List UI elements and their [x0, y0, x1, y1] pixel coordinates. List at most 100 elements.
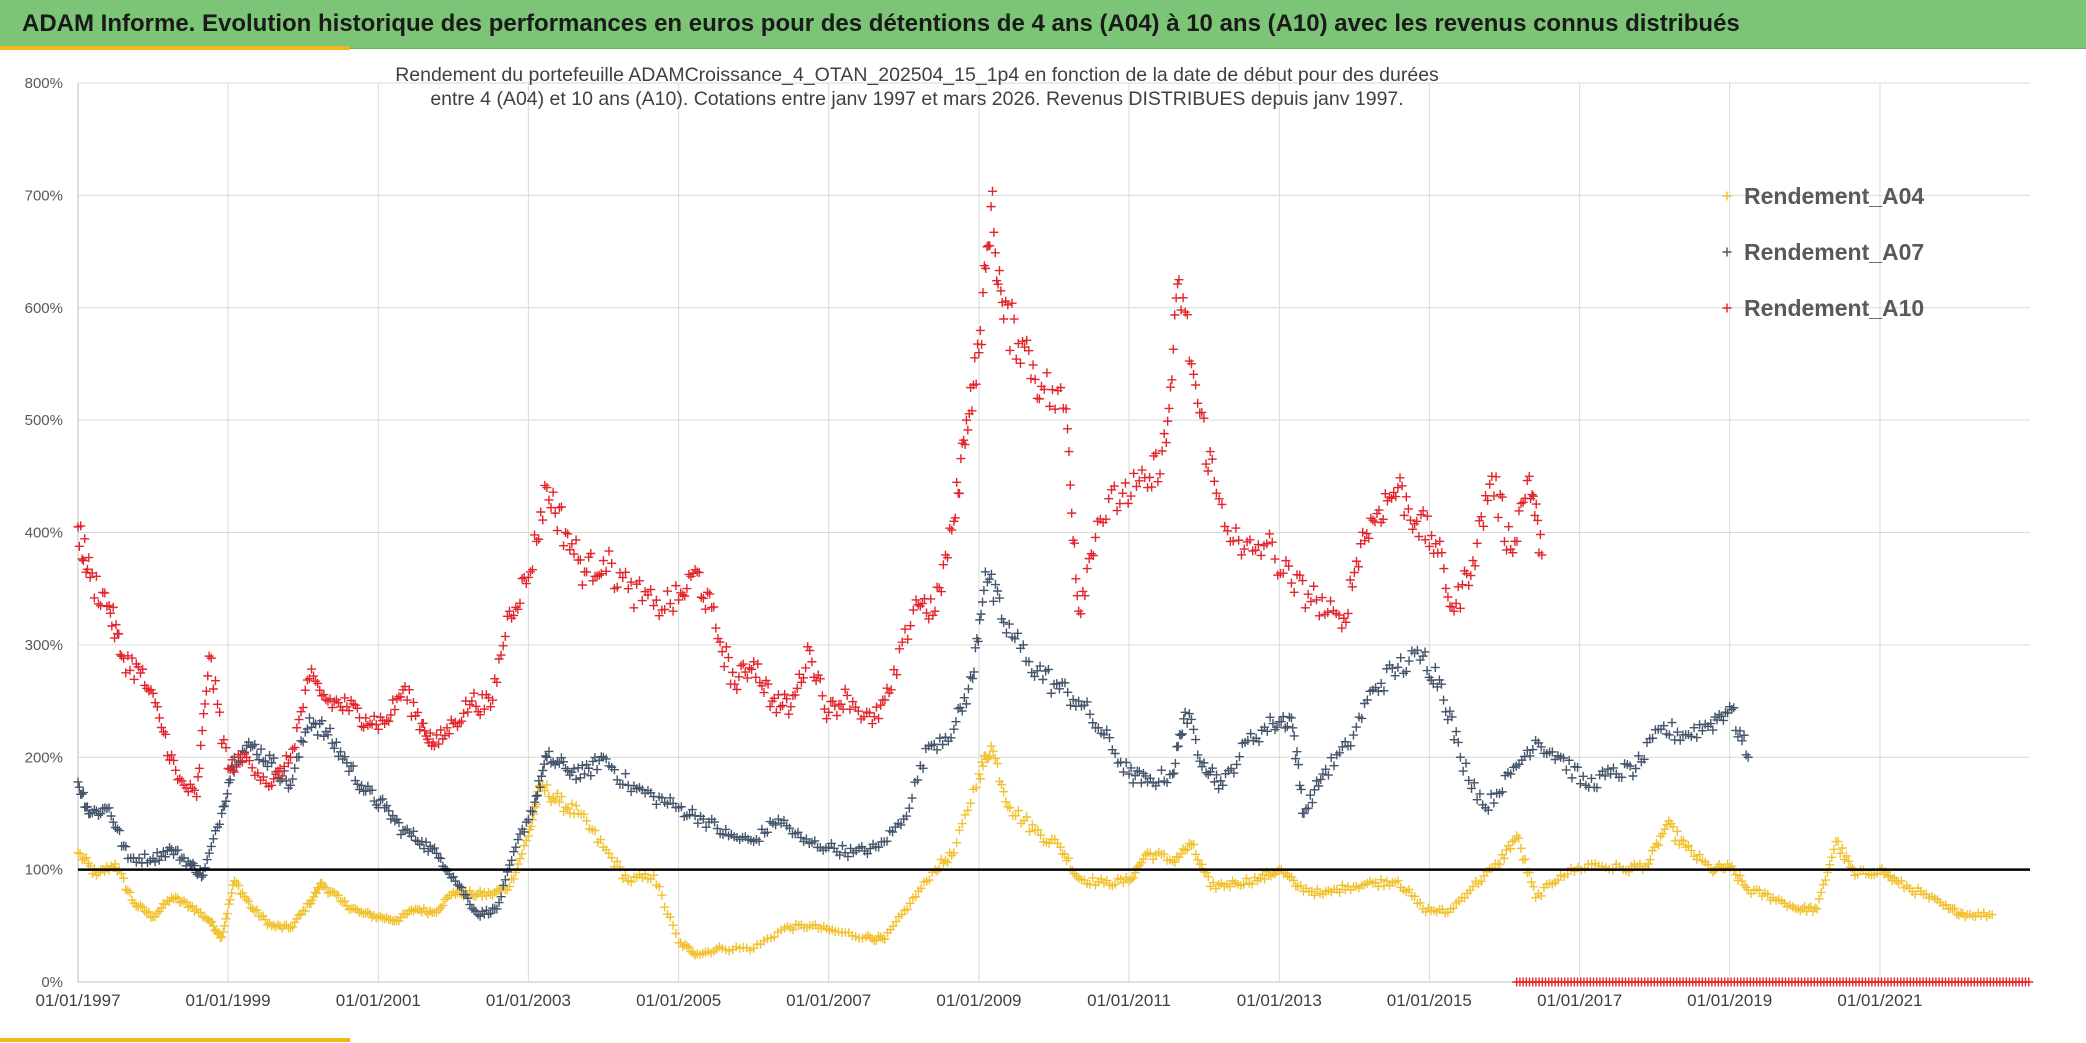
data-point: [1559, 753, 1569, 763]
data-point: [217, 738, 227, 748]
data-point: [882, 836, 892, 846]
data-point: [127, 653, 137, 663]
data-point: [1110, 879, 1120, 889]
data-point: [348, 761, 358, 771]
data-point: [938, 560, 948, 570]
data-point: [373, 724, 383, 734]
data-point: [668, 606, 678, 616]
data-point: [1288, 723, 1298, 733]
data-point: [492, 677, 502, 687]
data-point: [432, 907, 442, 917]
data-point: [73, 777, 83, 787]
data-point: [888, 921, 898, 931]
data-point: [954, 825, 964, 835]
data-point: [712, 824, 722, 834]
data-point: [119, 873, 129, 883]
data-point: [1170, 310, 1180, 320]
data-point: [1639, 754, 1649, 764]
data-point: [1162, 778, 1172, 788]
data-point: [200, 699, 210, 709]
data-point: [138, 664, 148, 674]
data-point: [331, 737, 341, 747]
data-point: [742, 673, 752, 683]
data-point: [1140, 771, 1150, 781]
data-point: [1059, 849, 1069, 859]
data-point: [197, 726, 207, 736]
data-point: [1658, 829, 1668, 839]
data-point: [1424, 541, 1434, 551]
data-point: [674, 595, 684, 605]
data-point: [550, 795, 560, 805]
data-point: [1814, 894, 1824, 904]
data-point: [1001, 628, 1011, 638]
data-point: [1168, 769, 1178, 779]
data-point: [1472, 795, 1482, 805]
legend-label: Rendement_A10: [1744, 295, 1924, 321]
data-point: [596, 835, 606, 845]
data-point: [465, 900, 475, 910]
data-point: [623, 584, 633, 594]
data-point: [805, 645, 815, 655]
data-point: [1603, 764, 1613, 774]
data-point: [286, 752, 296, 762]
data-point: [698, 593, 708, 603]
data-point: [382, 715, 392, 725]
data-point: [1309, 785, 1319, 795]
data-point: [986, 569, 996, 579]
data-point: [1683, 841, 1693, 851]
data-point: [902, 904, 912, 914]
data-point: [221, 796, 231, 806]
data-point: [1879, 869, 1889, 879]
data-point: [256, 744, 266, 754]
chart-title-line: entre 4 (A04) et 10 ans (A10). Cotations…: [430, 88, 1403, 110]
data-point: [107, 621, 117, 631]
data-point: [1529, 882, 1539, 892]
data-point: [1310, 890, 1320, 900]
data-point: [986, 741, 996, 751]
data-point: [221, 914, 231, 924]
data-point: [185, 779, 195, 789]
data-point: [1527, 490, 1537, 500]
data-point: [513, 604, 523, 614]
data-point: [1216, 776, 1226, 786]
data-point: [1033, 825, 1043, 835]
data-point: [1468, 881, 1478, 891]
data-point: [993, 279, 1003, 289]
data-point: [571, 801, 581, 811]
y-tick-label: 400%: [25, 525, 63, 542]
data-point: [1645, 855, 1655, 865]
data-point: [807, 657, 817, 667]
data-point: [594, 570, 604, 580]
data-point: [329, 697, 339, 707]
data-point: [206, 841, 216, 851]
data-point: [1434, 675, 1444, 685]
data-point: [1422, 666, 1432, 676]
data-point: [294, 752, 304, 762]
data-point: [171, 892, 181, 902]
data-point: [1467, 783, 1477, 793]
data-point: [1164, 403, 1174, 413]
data-point: [1314, 611, 1324, 621]
data-point: [94, 599, 104, 609]
data-point: [869, 712, 879, 722]
data-point: [105, 608, 115, 618]
data-point: [660, 902, 670, 912]
data-point: [171, 765, 181, 775]
x-tick-label: 01/01/2005: [636, 991, 721, 1010]
data-point: [880, 934, 890, 944]
data-point: [867, 934, 877, 944]
data-point: [588, 576, 598, 586]
data-point: [1193, 750, 1203, 760]
data-point: [1064, 853, 1073, 863]
data-point: [1561, 765, 1571, 775]
data-point: [592, 765, 602, 775]
data-point: [465, 886, 475, 896]
data-point: [1177, 729, 1187, 739]
data-point: [1035, 661, 1045, 671]
data-point: [1253, 540, 1263, 550]
data-point: [227, 755, 237, 765]
data-point: [1068, 695, 1078, 705]
data-point: [198, 870, 208, 880]
data-point: [267, 758, 277, 768]
data-point: [988, 596, 998, 606]
